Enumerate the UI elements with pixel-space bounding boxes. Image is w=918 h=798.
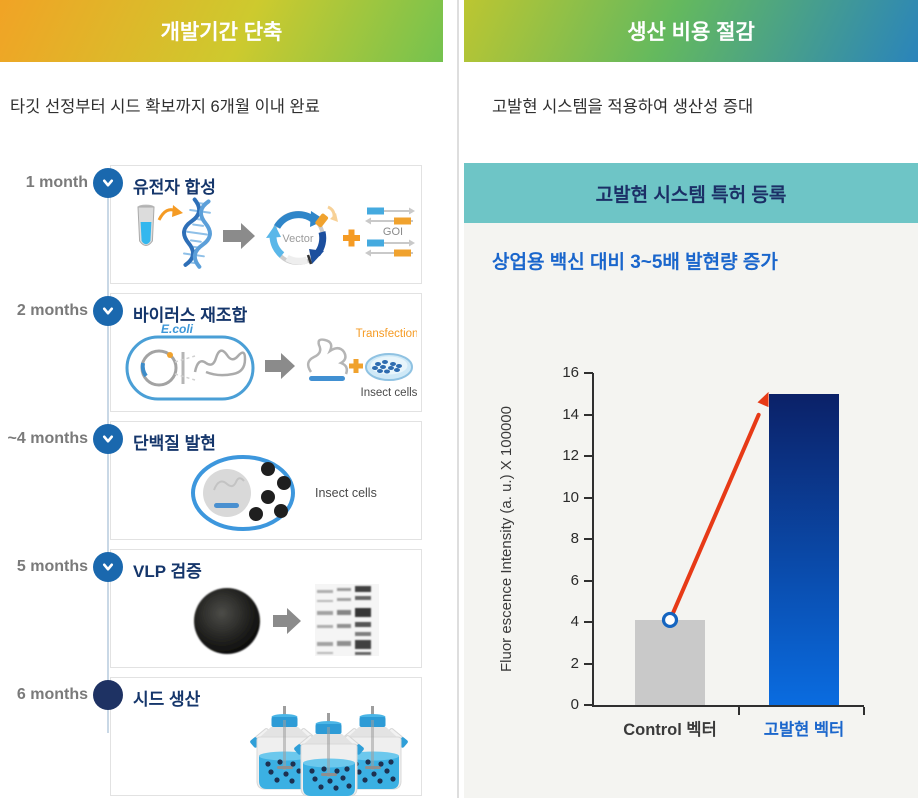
- transfection-label: Transfection: [356, 328, 417, 340]
- vector-plasmid-icon: Vector: [266, 205, 338, 265]
- left-header-title: 개발기간 단축: [160, 21, 283, 44]
- chevron-down-glyph: [102, 435, 114, 443]
- chevron-down-circle-icon: [93, 424, 123, 454]
- step5-time: 6 months: [16, 686, 88, 703]
- patent-banner: 고발현 시스템 특허 등록: [464, 163, 918, 223]
- step5-title: 시드 생산: [133, 690, 201, 709]
- y-axis-tick: [584, 372, 593, 374]
- step4-title: VLP 검증: [133, 562, 202, 581]
- step4-time: 5 months: [16, 558, 88, 575]
- plus-icon: [343, 229, 360, 247]
- step2-card: 바이러스 재조합 E.coli: [110, 293, 422, 412]
- step3-title: 단백질 발현: [133, 434, 216, 453]
- dna-helix-icon: [182, 197, 212, 269]
- goi-label: GOI: [383, 226, 403, 238]
- sample-tube-icon: [137, 204, 155, 246]
- arrow-right-icon: [273, 608, 301, 634]
- y-axis-tick: [584, 455, 593, 457]
- step5-card: 시드 생산: [110, 677, 422, 796]
- y-tick-label: 14: [562, 405, 579, 423]
- chevron-down-glyph: [102, 563, 114, 571]
- filled-circle-icon: [93, 680, 123, 710]
- gene-synthesis-illustration: Vector GOI: [115, 194, 417, 282]
- y-axis-tick: [584, 621, 593, 623]
- y-axis-tick: [584, 662, 593, 665]
- y-tick-label: 2: [570, 654, 579, 672]
- x-axis-tick: [863, 707, 865, 715]
- x-category-label: 고발현 벡터: [763, 721, 845, 739]
- step2-time: 2 months: [16, 302, 88, 319]
- left-header: 개발기간 단축: [0, 0, 443, 62]
- step1-title: 유전자 합성: [133, 178, 216, 197]
- y-axis-tick: [584, 413, 593, 416]
- y-axis-tick: [584, 496, 593, 499]
- chevron-down-circle-icon: [93, 552, 123, 582]
- gel-blot-icon: [315, 584, 379, 656]
- ecoli-cell-icon: [125, 335, 255, 401]
- development-period-column: 개발기간 단축 타깃 선정부터 시드 확보까지 6개월 이내 완료 1 mont…: [0, 0, 443, 798]
- virus-recombination-illustration: E.coli Transfec: [115, 322, 417, 410]
- right-header-title: 생산 비용 절감: [627, 21, 755, 44]
- y-tick-label: 12: [562, 447, 579, 464]
- step1-card: 유전자 합성: [110, 165, 422, 284]
- insect-cells-label: Insect cells: [361, 387, 417, 399]
- goi-fragments-icon: GOI: [365, 207, 415, 257]
- production-cost-column: 생산 비용 절감 고발현 시스템을 적용하여 생산성 증대 고발현 시스템 특허…: [464, 0, 918, 798]
- arrow-right-icon: [223, 223, 255, 249]
- step3-time: ~4 months: [7, 430, 88, 447]
- y-tick-label: 6: [570, 571, 579, 589]
- y-axis-tick: [584, 579, 593, 582]
- expression-highlight-text: 상업용 백신 대비 3~5배 발현량 증가: [492, 252, 778, 273]
- patent-banner-label: 고발현 시스템 특허 등록: [595, 184, 787, 206]
- y-tick-label: 16: [562, 364, 579, 381]
- ecoli-label: E.coli: [161, 322, 194, 336]
- y-tick-label: 10: [562, 488, 579, 506]
- bar-고발현 벡터: [769, 393, 839, 705]
- trend-arrow-overlay: [661, 391, 769, 629]
- chart-y-axis-label: Fluor escence Intensity (a. u.) X 100000: [498, 406, 515, 672]
- chevron-down-glyph: [102, 307, 114, 315]
- arrow-right-icon: [265, 353, 295, 379]
- right-subtitle: 고발현 시스템을 적용하여 생산성 증대: [492, 98, 754, 116]
- y-axis-tick: [584, 704, 593, 706]
- x-category-label: Control 벡터: [623, 721, 717, 739]
- bar-Control 벡터: [635, 619, 705, 705]
- seed-production-illustration: [115, 706, 417, 796]
- chevron-down-glyph: [102, 179, 114, 187]
- protein-expression-illustration: Insect cells: [115, 450, 417, 538]
- vlp-validation-illustration: [115, 578, 417, 666]
- step2-title: 바이러스 재조합: [133, 306, 248, 325]
- chevron-down-circle-icon: [93, 296, 123, 326]
- insect-cell-icon: [191, 455, 295, 531]
- x-axis-tick: [738, 707, 740, 715]
- step3-card: 단백질 발현 Insect cells: [110, 421, 422, 540]
- petri-dish-icon: [365, 353, 413, 381]
- plus-icon: [349, 359, 363, 373]
- y-tick-label: 4: [570, 613, 579, 630]
- y-tick-label: 8: [570, 530, 579, 547]
- bioreactor-flasks-icon: [248, 706, 410, 796]
- y-axis-tick: [584, 538, 593, 540]
- right-header: 생산 비용 절감: [464, 0, 918, 62]
- curved-arrow-icon: [157, 205, 183, 221]
- recombinant-dna-icon: [306, 338, 349, 381]
- insect-cells-label: Insect cells: [315, 486, 377, 500]
- y-tick-label: 0: [570, 696, 579, 713]
- chevron-down-circle-icon: [93, 168, 123, 198]
- column-divider: [457, 0, 459, 798]
- vlp-sphere-icon: [194, 588, 260, 654]
- chart-plot: 0 2 4 6 8 10 12 14 16 Control 벡터 고발현 벡터: [562, 364, 865, 739]
- left-subtitle: 타깃 선정부터 시드 확보까지 6개월 이내 완료: [10, 98, 320, 116]
- vector-label: Vector: [282, 233, 314, 245]
- step4-card: VLP 검증: [110, 549, 422, 668]
- timeline-connector-line: [107, 183, 109, 733]
- step1-time: 1 month: [25, 174, 88, 191]
